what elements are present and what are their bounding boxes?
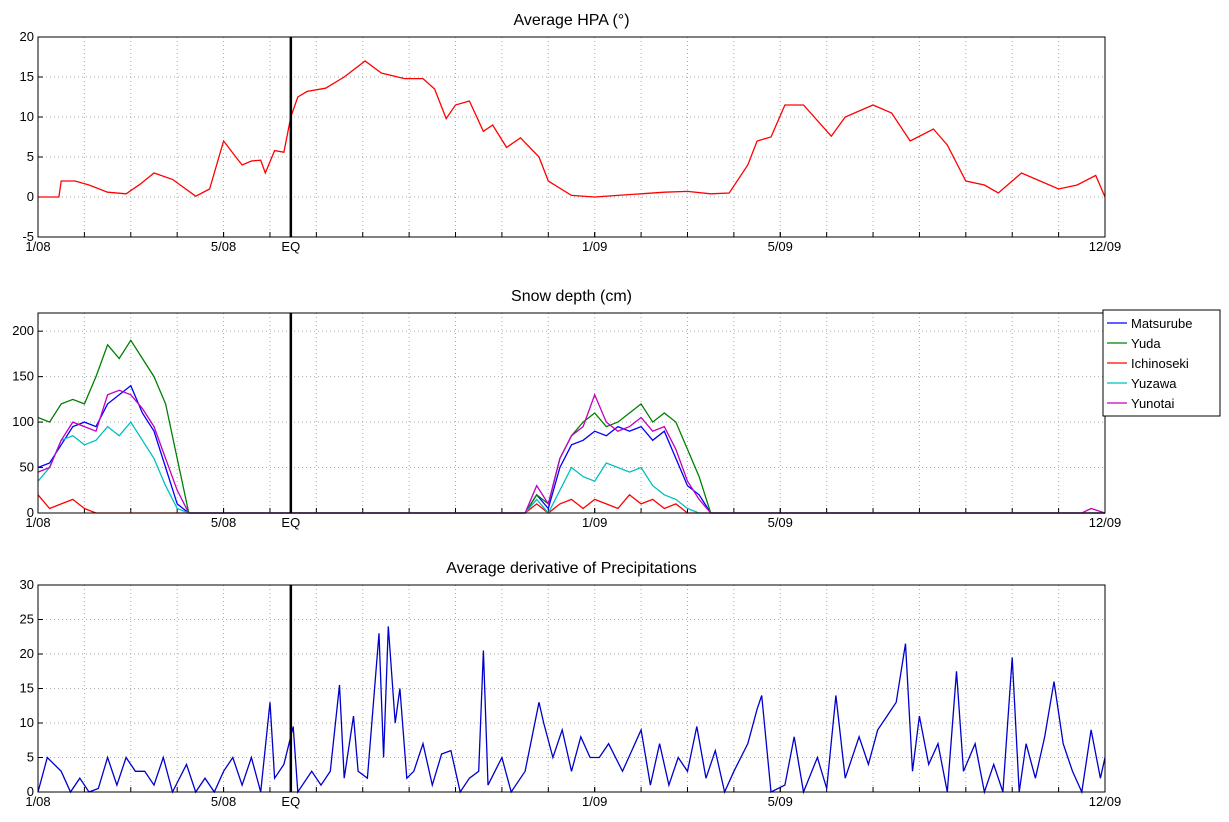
legend-label: Matsurube — [1131, 316, 1192, 331]
x-tick-label: 1/09 — [582, 794, 607, 809]
chart-title: Snow depth (cm) — [511, 288, 632, 305]
x-tick-label: 1/09 — [582, 515, 607, 530]
y-tick-label: 50 — [20, 460, 34, 475]
y-tick-label: 15 — [20, 681, 34, 696]
y-tick-label: 200 — [12, 323, 34, 338]
plot-frame — [37, 584, 1106, 793]
y-tick-label: 0 — [27, 189, 34, 204]
x-tick-label: 5/08 — [211, 515, 236, 530]
legend-label: Yunotai — [1131, 396, 1174, 411]
y-tick-label: 5 — [27, 149, 34, 164]
x-tick-label: 12/09 — [1089, 794, 1122, 809]
y-tick-label: 150 — [12, 369, 34, 384]
chart-title: Average HPA (°) — [513, 12, 629, 29]
series-line — [37, 626, 1106, 795]
x-tick-label: 12/09 — [1089, 239, 1122, 254]
x-tick-label: 5/09 — [768, 794, 793, 809]
series-line — [38, 60, 1106, 198]
legend-label: Yuda — [1131, 336, 1161, 351]
chart-title: Average derivative of Precipitations — [446, 560, 697, 577]
y-tick-label: -5 — [22, 229, 34, 244]
x-tick-label: 1/08 — [25, 239, 50, 254]
series-line — [37, 384, 1105, 514]
plot-frame — [37, 36, 1106, 238]
y-tick-label: 30 — [20, 577, 34, 592]
y-tick-label: 20 — [20, 29, 34, 44]
x-tick-label: 5/09 — [768, 515, 793, 530]
x-tick-label: 5/09 — [768, 239, 793, 254]
y-tick-label: 100 — [12, 414, 34, 429]
x-tick-label: 5/08 — [211, 794, 236, 809]
y-tick-label: 15 — [20, 69, 34, 84]
x-tick-label: EQ — [281, 515, 300, 530]
y-tick-label: 0 — [27, 505, 34, 520]
y-tick-label: 5 — [27, 750, 34, 765]
y-tick-label: 25 — [20, 612, 34, 627]
x-tick-label: 1/09 — [582, 239, 607, 254]
x-tick-label: EQ — [281, 239, 300, 254]
y-tick-label: 10 — [20, 109, 34, 124]
y-tick-label: 20 — [20, 646, 34, 661]
x-tick-label: 1/08 — [25, 515, 50, 530]
y-tick-label: 10 — [20, 715, 34, 730]
x-tick-label: 1/08 — [25, 794, 50, 809]
series-line — [37, 389, 1106, 514]
plot-area — [38, 37, 1105, 237]
x-tick-label: 5/08 — [211, 239, 236, 254]
series-line — [37, 339, 1105, 514]
legend-label: Ichinoseki — [1131, 356, 1189, 371]
x-tick-label: 12/09 — [1089, 515, 1122, 530]
legend-label: Yuzawa — [1131, 376, 1177, 391]
y-tick-label: 0 — [27, 784, 34, 799]
x-tick-label: EQ — [281, 794, 300, 809]
plot-area — [38, 313, 1105, 513]
